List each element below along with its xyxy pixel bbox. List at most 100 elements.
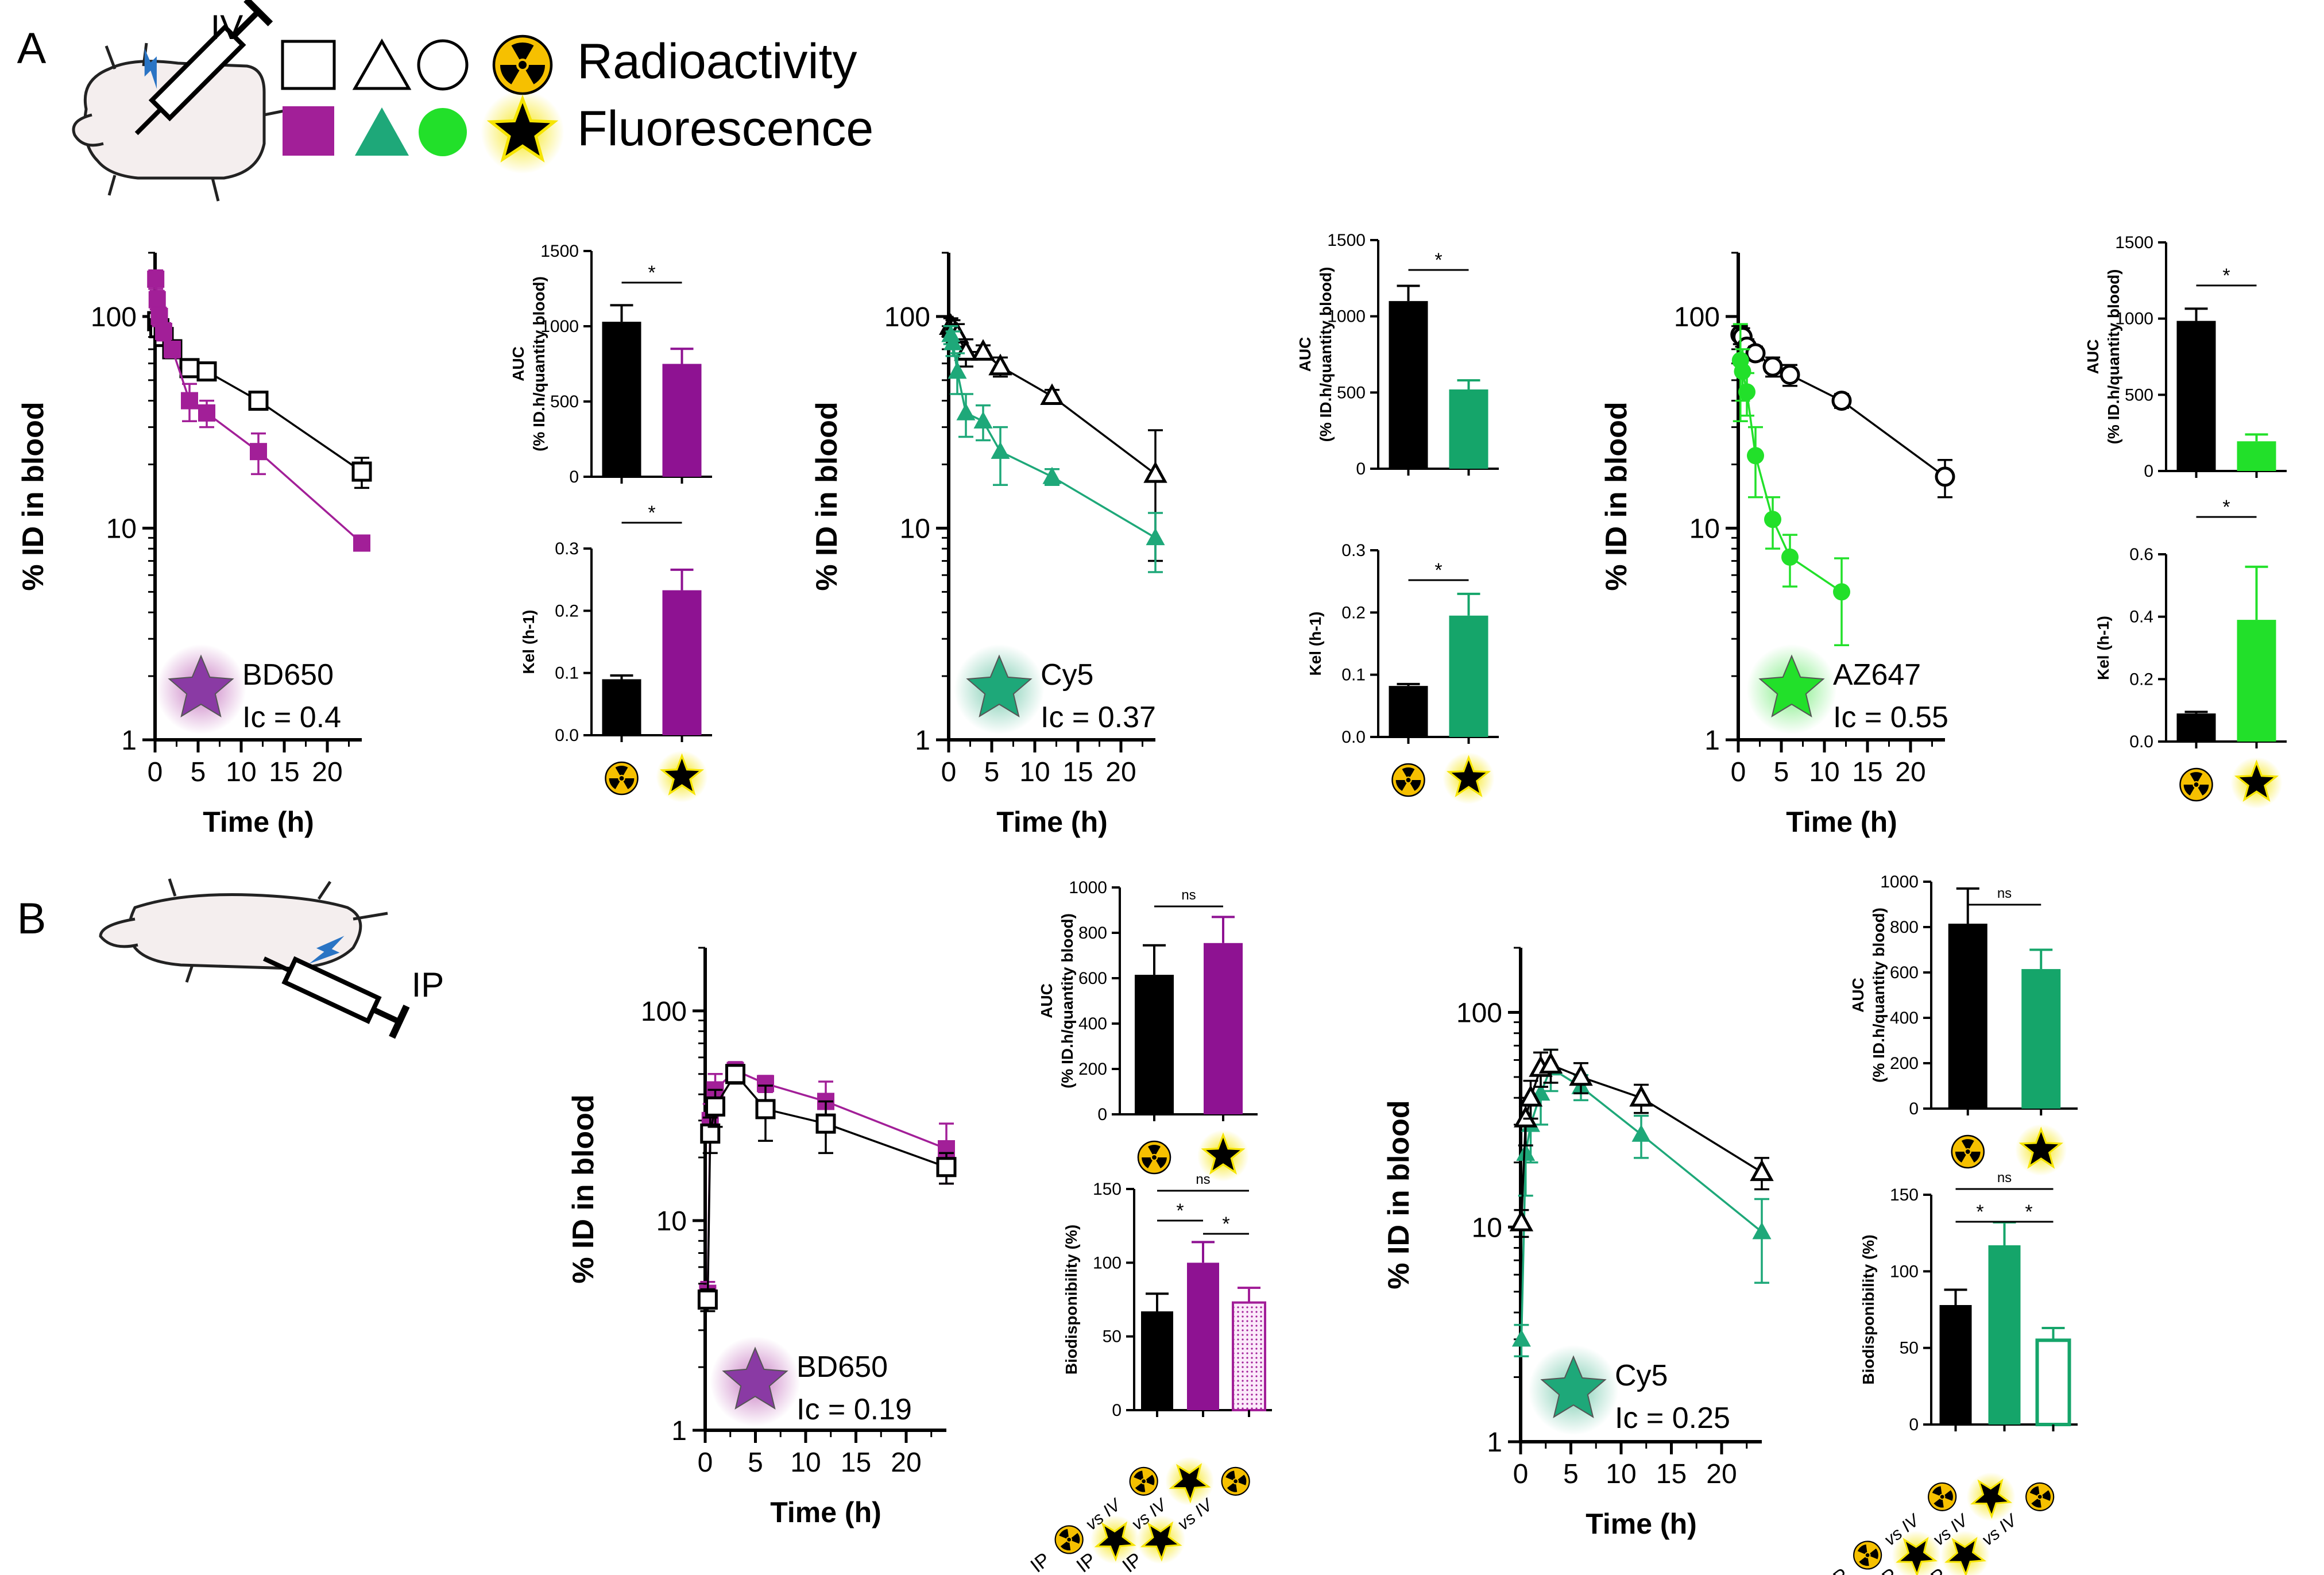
x-tick-label: 5 xyxy=(191,757,206,788)
bar xyxy=(2237,441,2276,471)
bar xyxy=(1449,615,1488,737)
radioactivity-icon xyxy=(492,34,553,95)
square-marker xyxy=(353,534,370,552)
trefoil-blade xyxy=(1227,1483,1238,1492)
bar-chart-a1-kel: 0.0 0.1 0.2 0.3 Kel (h-1) * xyxy=(520,502,712,802)
y-tick-label: 200 xyxy=(1890,1054,1919,1073)
radioactivity-icon xyxy=(1054,1525,1084,1554)
ic-value: Ic = 0.25 xyxy=(1615,1402,1730,1435)
fluorescence-star-icon xyxy=(1140,1521,1182,1562)
square-marker xyxy=(179,358,200,379)
square-marker xyxy=(148,291,166,308)
circle-marker xyxy=(1764,511,1781,528)
y-tick-label: 0.0 xyxy=(2129,732,2153,751)
mouse-body xyxy=(83,60,266,180)
trefoil-blade xyxy=(1135,1483,1146,1492)
y-tick-label: 1500 xyxy=(540,242,579,261)
legend-fluorescence: Fluorescence xyxy=(577,101,873,156)
y-tick-label: 10 xyxy=(1689,514,1720,544)
square-marker xyxy=(164,341,181,358)
y-tick-label: 0.4 xyxy=(2129,608,2153,627)
triangle-marker xyxy=(1511,1329,1531,1347)
y-tick-label: 150 xyxy=(1093,1180,1122,1199)
trefoil-blade xyxy=(500,65,520,84)
y-axis-title: AUC xyxy=(509,346,527,381)
dye-star-icon xyxy=(168,654,234,718)
y-tick-label: 0.1 xyxy=(1341,666,1366,685)
fluorescence-star-icon xyxy=(1896,1537,1938,1575)
bar xyxy=(1939,1305,1972,1425)
trefoil-blade xyxy=(1238,1474,1247,1485)
syringe-handle xyxy=(243,0,273,26)
trefoil-center xyxy=(1965,1149,1970,1154)
y-axis-title: % ID in blood xyxy=(1382,1100,1416,1289)
y-tick-label: 0.2 xyxy=(1341,603,1366,622)
y-tick-label: 0.0 xyxy=(555,726,579,745)
significance-star: * xyxy=(1222,1213,1229,1235)
trefoil-blade xyxy=(1059,1528,1069,1539)
triangle-marker xyxy=(1569,1064,1593,1086)
trefoil-blade xyxy=(2029,1486,2040,1496)
y-tick-label: 800 xyxy=(1078,924,1107,943)
y-tick-label: 10 xyxy=(106,514,137,544)
mouse-head xyxy=(99,917,138,948)
x-tick-label: 10 xyxy=(1606,1459,1636,1489)
line-chart-a1: 1 10 100 0 5 10 15 20 Time (h) % ID in blood BD650… xyxy=(17,252,372,838)
y-tick-label: 1 xyxy=(1704,725,1720,756)
trefoil-blade xyxy=(1156,1157,1167,1168)
x-tick-label: 15 xyxy=(1656,1459,1687,1489)
bar xyxy=(1948,924,1987,1109)
ic-value: Ic = 0.4 xyxy=(242,701,341,734)
y-tick-label: 500 xyxy=(1337,383,1366,402)
y-tick-label: 0 xyxy=(2144,462,2153,481)
x-tick-label: 15 xyxy=(841,1447,871,1478)
x-tick-label: 5 xyxy=(748,1447,763,1478)
circle-marker xyxy=(1935,466,1955,487)
mouse-head xyxy=(72,113,104,147)
trefoil-blade xyxy=(1944,1490,1953,1501)
syringe-icon xyxy=(134,0,273,136)
legend-radioactivity: Radioactivity xyxy=(577,34,857,89)
trefoil-blade xyxy=(1060,1541,1071,1551)
y-axis-title: AUC xyxy=(1849,978,1867,1013)
y-tick-label: 1000 xyxy=(540,317,579,336)
trefoil-blade xyxy=(1146,1474,1155,1485)
x-tick-label: 5 xyxy=(984,757,1000,788)
bar-chart-b2-bio: 0 50 100 150 Biodisponibility (%) * * ns xyxy=(1859,1170,2078,1434)
fluorescence-star-icon xyxy=(1169,1463,1211,1504)
x-tick-label: 10 xyxy=(226,757,256,788)
y-tick-label: 100 xyxy=(1890,1262,1919,1281)
triangle-marker xyxy=(973,411,993,429)
square-marker xyxy=(147,271,165,288)
trefoil-center xyxy=(519,61,527,69)
y-tick-label: 10 xyxy=(656,1206,687,1237)
triangle-marker xyxy=(943,333,962,350)
dye-name: AZ647 xyxy=(1833,658,1921,692)
trefoil-center xyxy=(619,776,624,781)
ns-label: ns xyxy=(1181,887,1196,903)
triangle-marker xyxy=(948,361,967,379)
panel-label-b: B xyxy=(17,894,47,943)
series-fluorescence xyxy=(941,325,1165,573)
circle-fill-swatch xyxy=(419,108,467,156)
syringe-icon xyxy=(262,936,410,1039)
trefoil-blade xyxy=(1932,1486,1942,1496)
mouse-ip-illustration xyxy=(99,878,410,1039)
trefoil-blade xyxy=(1134,1470,1143,1480)
ns-label: ns xyxy=(1997,886,2012,901)
radioactivity-icon xyxy=(1951,1134,1985,1169)
x-tick-label: 15 xyxy=(269,757,299,788)
x-tick-label: 0 xyxy=(1731,757,1746,788)
y-tick-label: 100 xyxy=(1456,998,1502,1029)
bar xyxy=(602,322,641,477)
triangle-marker xyxy=(1752,1222,1772,1240)
series-line xyxy=(154,279,363,544)
y-tick-label: 0.1 xyxy=(555,664,579,683)
trefoil-blade xyxy=(1969,1152,1981,1163)
significance-star: * xyxy=(2222,496,2230,518)
trefoil-blade xyxy=(1071,1532,1080,1544)
square-marker xyxy=(697,1289,718,1310)
radioactivity-icon xyxy=(2179,767,2213,802)
square-marker xyxy=(250,443,267,461)
